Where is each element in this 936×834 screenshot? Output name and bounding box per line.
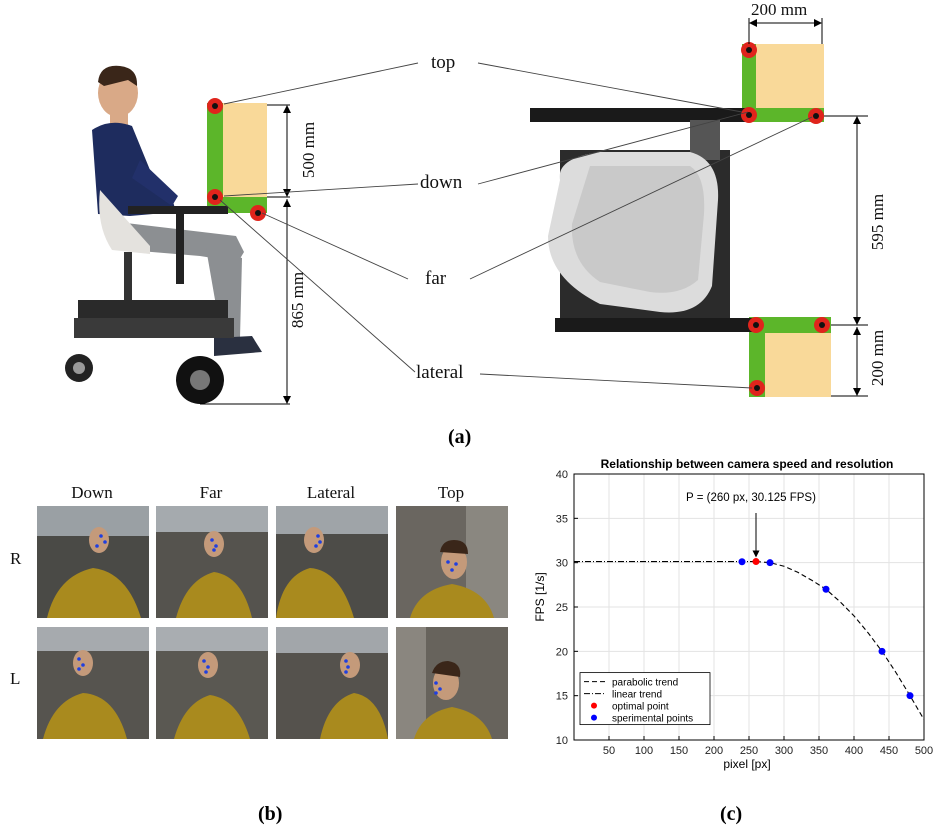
x-tick-label: 50 <box>603 745 615 757</box>
panel-c-label: (c) <box>720 803 743 825</box>
right-marker-top-2 <box>741 107 757 123</box>
legend-label: parabolic trend <box>612 678 678 689</box>
callout-far: far <box>425 268 447 289</box>
chart-annotation-group: P = (260 px, 30.125 FPS) <box>686 492 816 558</box>
callout-lines <box>219 62 813 389</box>
right-marker-bottom-3 <box>749 380 765 396</box>
col-header-far: Far <box>199 483 223 502</box>
view-r-lateral <box>276 506 388 618</box>
view-r-down <box>37 506 149 618</box>
dim-595mm-label: 595 mm <box>868 193 887 251</box>
callout-down: down <box>420 172 463 193</box>
x-tick-label: 400 <box>845 745 863 757</box>
data-point <box>906 692 914 700</box>
view-r-far <box>156 506 268 618</box>
series-line <box>755 561 925 720</box>
y-tick-label: 15 <box>556 691 568 703</box>
dim-200mm-right-label: 200 mm <box>868 329 887 387</box>
annotation-arrow-head <box>752 550 760 558</box>
row-header-r: R <box>10 549 22 568</box>
col-header-lateral: Lateral <box>306 483 356 502</box>
callout-lateral: lateral <box>416 362 464 383</box>
data-point <box>878 647 886 655</box>
panel-a-label: (a) <box>448 426 472 448</box>
chart-xlabel: pixel [px] <box>723 757 770 771</box>
y-tick-label: 10 <box>556 735 568 747</box>
fps-chart: Relationship between camera speed and re… <box>533 457 933 771</box>
right-marker-top-3 <box>808 108 824 124</box>
chart-ylabel: FPS [1/s] <box>533 572 547 621</box>
legend-label: sperimental points <box>612 714 693 725</box>
left-marker-far <box>250 205 266 221</box>
chart-title: Relationship between camera speed and re… <box>601 457 894 471</box>
legend-label: linear trend <box>612 690 662 701</box>
legend-marker <box>591 714 597 721</box>
panel-a-illustration <box>65 18 868 405</box>
chart-annotation: P = (260 px, 30.125 FPS) <box>686 492 816 504</box>
data-point <box>766 559 774 567</box>
x-tick-label: 500 <box>915 745 933 757</box>
x-tick-label: 150 <box>670 745 688 757</box>
right-marker-top-1 <box>741 42 757 58</box>
x-tick-label: 100 <box>635 745 653 757</box>
left-marker-top <box>207 98 223 114</box>
y-tick-label: 40 <box>556 469 568 481</box>
dim-865mm-label: 865 mm <box>288 271 307 329</box>
legend-label: optimal point <box>612 702 669 713</box>
wheelchair-top-view <box>530 108 755 332</box>
y-tick-label: 30 <box>556 558 568 570</box>
y-tick-label: 20 <box>556 646 568 658</box>
dim-200mm-top-label: 200 mm <box>751 0 808 19</box>
dim-500mm-label: 500 mm <box>299 121 318 179</box>
view-l-far <box>156 627 268 739</box>
x-tick-label: 300 <box>775 745 793 757</box>
view-l-lateral <box>276 627 388 739</box>
x-tick-label: 350 <box>810 745 828 757</box>
chart-axes: 50 100 150 200 250 300 350 400 450 500 10 15 20 25 30 3… <box>556 469 933 757</box>
x-tick-label: 200 <box>705 745 723 757</box>
left-frame-vertical <box>207 103 223 213</box>
view-l-top <box>396 627 508 739</box>
col-header-down: Down <box>71 483 113 502</box>
right-bottom-frame-h <box>749 317 831 333</box>
right-marker-bottom-2 <box>748 317 764 333</box>
col-header-top: Top <box>437 483 465 502</box>
y-tick-label: 35 <box>556 513 568 525</box>
right-top-frame-v <box>742 44 756 121</box>
chart-series <box>574 558 925 720</box>
view-l-down <box>37 627 149 739</box>
chair-base <box>65 190 234 404</box>
data-point <box>752 558 760 566</box>
left-dimension-lines <box>200 104 290 405</box>
row-header-l: L <box>10 669 21 688</box>
x-tick-label: 450 <box>880 745 898 757</box>
view-r-top <box>396 506 508 618</box>
right-bottom-frame-v <box>749 317 765 397</box>
legend-marker <box>591 702 597 709</box>
right-top-frame-h <box>742 108 824 122</box>
right-marker-bottom-1 <box>814 317 830 333</box>
callout-top: top <box>431 52 456 73</box>
panel-b-label: (b) <box>258 803 283 825</box>
data-point <box>738 558 746 566</box>
data-point <box>822 585 830 593</box>
right-dimension-lines <box>748 18 868 397</box>
plot-frame <box>573 473 925 741</box>
left-marker-down <box>207 189 223 205</box>
x-tick-label: 250 <box>740 745 758 757</box>
y-tick-label: 25 <box>556 602 568 614</box>
